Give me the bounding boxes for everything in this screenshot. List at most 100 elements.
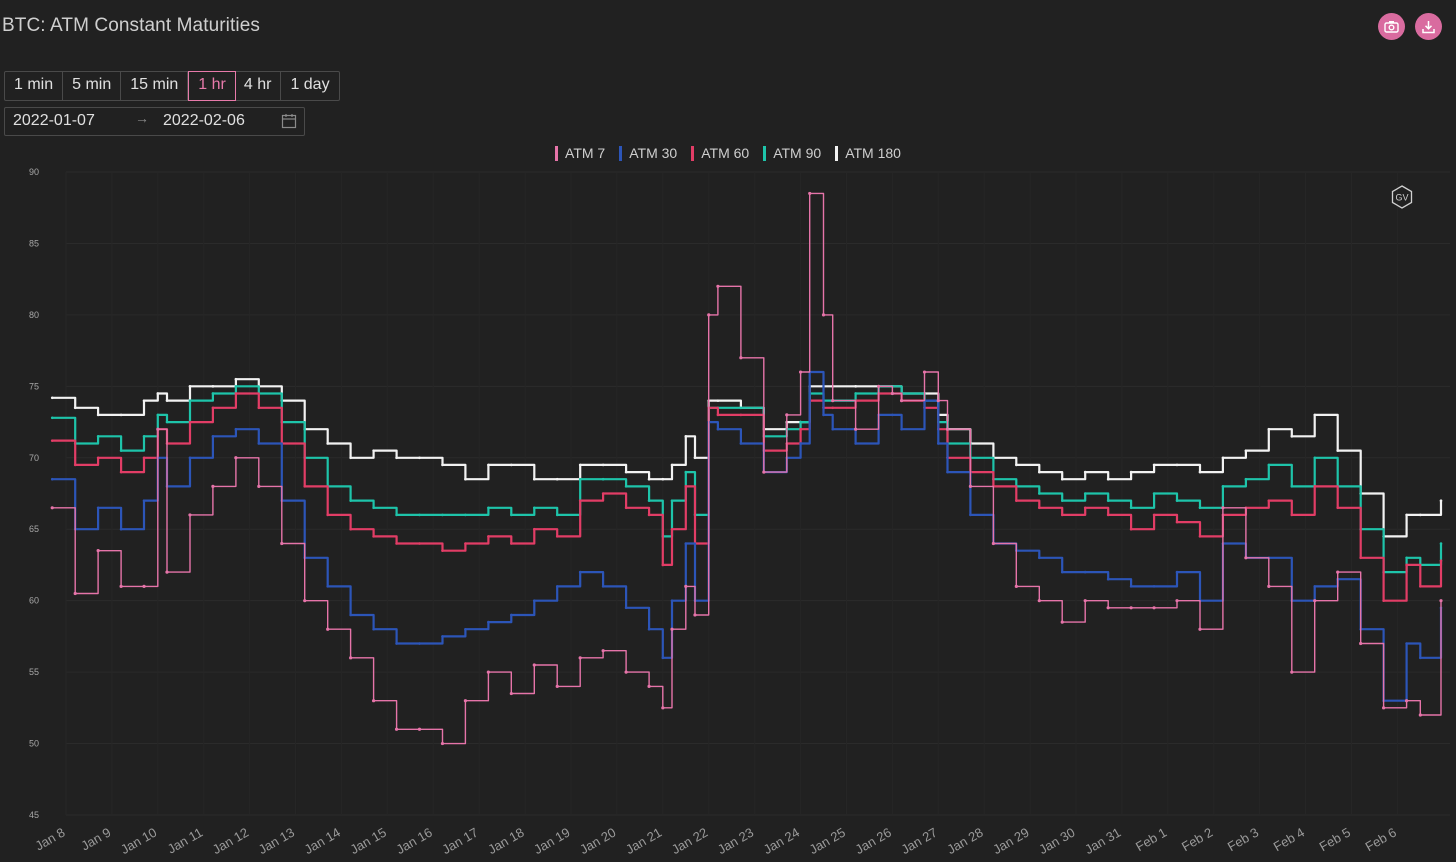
data-point (1198, 627, 1202, 631)
data-point (372, 535, 375, 538)
data-point (684, 485, 688, 488)
data-point (142, 456, 146, 460)
data-point (1060, 570, 1064, 574)
data-point (684, 435, 688, 438)
data-point (73, 591, 77, 596)
data-point (73, 463, 77, 467)
data-point (532, 663, 536, 667)
data-point (1244, 477, 1248, 481)
data-point (234, 427, 238, 431)
interval-4hr-button[interactable]: 4 hr (235, 72, 282, 100)
legend-swatch (555, 145, 559, 161)
data-point (1060, 620, 1064, 624)
data-point (1037, 470, 1041, 474)
y-tick-label: 60 (29, 596, 39, 606)
gv-logo-text: GV (1395, 193, 1408, 203)
data-point (1060, 499, 1064, 502)
data-point (371, 699, 376, 703)
data-point (418, 642, 421, 645)
data-point (922, 370, 927, 374)
interval-1hr-button[interactable]: 1 hr (188, 71, 236, 101)
data-point (441, 463, 444, 467)
data-point (188, 385, 192, 388)
y-axis: 45 50 55 60 65 70 75 80 85 90 (29, 167, 39, 820)
legend-label: ATM 90 (773, 145, 822, 161)
data-point (1382, 706, 1386, 710)
data-point (1015, 463, 1018, 467)
y-tick-label: 80 (29, 310, 39, 320)
data-point (1336, 449, 1340, 452)
data-point (326, 627, 330, 631)
data-point (684, 470, 688, 474)
data-point (1313, 599, 1317, 603)
data-point (96, 549, 100, 553)
data-point (440, 741, 445, 746)
data-point (601, 585, 605, 588)
data-point (234, 377, 238, 381)
data-point (739, 406, 743, 410)
data-point (1175, 463, 1179, 467)
y-tick-label: 90 (29, 167, 39, 177)
legend-item-atm180[interactable]: ATM 180 (835, 145, 901, 161)
legend-item-atm30[interactable]: ATM 30 (619, 145, 677, 161)
data-point (188, 420, 192, 424)
data-point (96, 435, 100, 438)
data-point (119, 584, 123, 588)
data-point (1244, 449, 1248, 452)
data-point (1014, 584, 1018, 588)
data-point (50, 396, 54, 400)
chart-series (50, 191, 1443, 746)
interval-15min-button[interactable]: 15 min (121, 72, 189, 100)
series-line-atm60 (52, 392, 1443, 602)
data-point (1313, 456, 1317, 460)
data-point (555, 684, 559, 689)
legend-item-atm90[interactable]: ATM 90 (763, 145, 821, 161)
data-point (532, 506, 536, 510)
x-tick-label: Jan 14 (302, 825, 343, 858)
data-point (1382, 599, 1385, 602)
data-point (1313, 585, 1317, 588)
data-point (257, 442, 261, 445)
data-point (799, 427, 802, 431)
x-tick-label: Jan 11 (165, 825, 205, 857)
interval-5min-button[interactable]: 5 min (63, 72, 122, 100)
data-point (1267, 584, 1271, 588)
data-point (96, 413, 100, 417)
data-point (303, 599, 307, 603)
data-point (510, 463, 513, 467)
legend-item-atm60[interactable]: ATM 60 (691, 145, 749, 161)
data-point (899, 399, 904, 403)
date-range-picker[interactable]: 2022-01-07 → 2022-02-06 (4, 107, 305, 136)
interval-1min-button[interactable]: 1 min (5, 72, 64, 100)
data-point (395, 542, 398, 545)
x-tick-label: Jan 23 (715, 825, 756, 858)
data-point (1129, 527, 1133, 531)
end-date-input[interactable]: 2022-02-06 (163, 112, 245, 129)
y-tick-label: 75 (29, 381, 39, 391)
data-point (257, 406, 261, 410)
data-point (739, 356, 743, 360)
legend-item-atm7[interactable]: ATM 7 (555, 145, 605, 161)
screenshot-button[interactable] (1378, 13, 1405, 40)
data-point (1129, 506, 1133, 510)
data-point (647, 684, 651, 689)
calendar-icon[interactable] (281, 113, 297, 129)
download-button[interactable] (1415, 13, 1442, 40)
data-point (624, 485, 628, 488)
data-point (1359, 641, 1363, 646)
data-point (670, 599, 674, 602)
start-date-input[interactable]: 2022-01-07 (13, 112, 95, 129)
data-point (1405, 563, 1408, 567)
x-tick-label: Jan 24 (761, 825, 802, 858)
data-point (936, 442, 940, 445)
data-point (684, 584, 688, 588)
data-point (1037, 492, 1041, 495)
interval-1day-button[interactable]: 1 day (290, 76, 330, 93)
data-point (372, 627, 375, 631)
data-point (464, 627, 467, 631)
y-tick-label: 55 (29, 667, 39, 677)
data-point (891, 413, 894, 417)
data-point (326, 442, 329, 445)
data-point (532, 527, 536, 531)
